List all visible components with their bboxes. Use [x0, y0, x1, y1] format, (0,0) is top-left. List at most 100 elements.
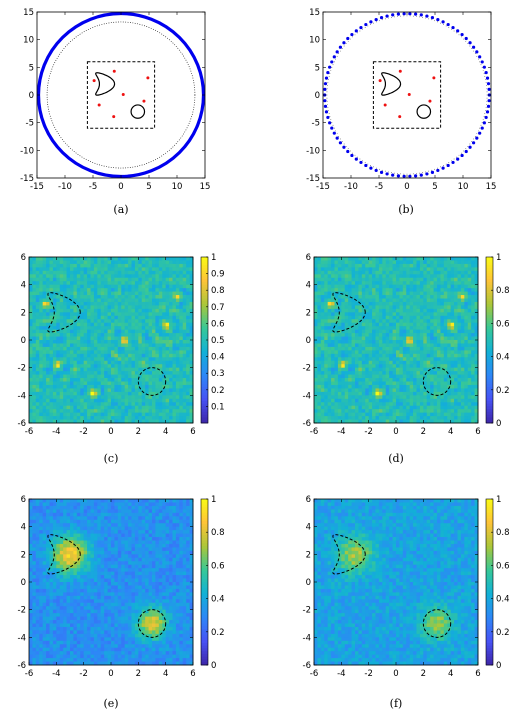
inner-point	[406, 15, 408, 17]
heatmap-cell	[73, 312, 78, 317]
heatmap-cell	[172, 298, 177, 303]
heatmap-cell	[35, 357, 40, 362]
heatmap-cell	[406, 340, 411, 344]
heatmap-cell	[460, 364, 465, 369]
heatmap-cell	[83, 367, 88, 372]
heatmap-cell	[416, 346, 421, 351]
heatmap-cell	[402, 295, 407, 299]
heatmap-cell	[131, 412, 136, 417]
heatmap-cell	[440, 260, 445, 265]
heatmap-cell	[392, 419, 397, 424]
heatmap-cell	[460, 388, 465, 393]
heatmap-cell	[97, 360, 102, 365]
point-source	[383, 103, 387, 107]
heatmap-cell	[433, 402, 438, 407]
heatmap-cell	[413, 367, 417, 372]
heatmap-cell	[29, 322, 33, 327]
heatmap-cell	[372, 326, 376, 331]
heatmap-cell	[145, 378, 149, 382]
point-source	[142, 99, 146, 103]
heatmap-cell	[179, 391, 184, 396]
heatmap-cell	[454, 340, 458, 344]
heatmap-cell	[124, 267, 129, 272]
heatmap-cell	[320, 364, 325, 369]
heatmap-cell	[155, 384, 160, 389]
heatmap-cell	[385, 274, 390, 279]
heatmap-cell	[87, 409, 91, 414]
inner-point	[458, 34, 460, 36]
colorbar: 0.10.20.30.40.50.60.70.80.91	[200, 253, 225, 424]
heatmap-cell	[107, 378, 112, 382]
heatmap-cell	[42, 322, 47, 327]
heatmap-cell	[121, 409, 126, 414]
colorbar-segment	[201, 406, 208, 410]
heatmap-cell	[52, 288, 57, 292]
heatmap-cell	[87, 284, 91, 289]
heatmap-cell	[152, 274, 156, 279]
heatmap-cell	[467, 333, 472, 337]
heatmap-cell	[396, 388, 400, 393]
heatmap-cell	[334, 381, 339, 386]
heatmap-cell	[358, 357, 363, 362]
heatmap-cell	[320, 257, 325, 261]
heatmap-cell	[460, 343, 465, 348]
heatmap-cell	[327, 326, 332, 331]
heatmap-cell	[320, 281, 325, 286]
heatmap-cell	[93, 405, 98, 410]
heatmap-cell	[175, 381, 180, 386]
heatmap-cell	[419, 274, 424, 279]
heatmap-cell	[375, 267, 380, 272]
point-source	[428, 99, 432, 103]
heatmap-cell	[189, 381, 194, 386]
heatmap-cell	[351, 367, 356, 372]
colorbar-segment	[201, 348, 208, 352]
heatmap-cell	[344, 346, 349, 351]
heatmap-cell	[368, 374, 373, 379]
heatmap-cell	[66, 257, 71, 261]
heatmap-cell	[375, 336, 380, 341]
heatmap-cell	[365, 416, 370, 420]
heatmap-cell	[402, 263, 407, 268]
heatmap-cell	[440, 367, 445, 372]
heatmap-cell	[165, 340, 170, 344]
heatmap-cell	[175, 371, 180, 375]
heatmap-cell	[104, 340, 108, 344]
measurement-point	[335, 50, 339, 54]
heatmap-cell	[29, 333, 33, 337]
heatmap-cell	[416, 257, 421, 261]
heatmap-cell	[467, 378, 472, 382]
heatmap-cell	[447, 326, 452, 331]
heatmap-cell	[134, 388, 139, 393]
heatmap-cell	[450, 353, 455, 358]
heatmap-cell	[158, 257, 163, 261]
heatmap-cell	[413, 257, 417, 261]
measurement-point	[396, 174, 400, 178]
heatmap-cell	[117, 284, 122, 289]
heatmap-cell	[100, 353, 105, 358]
heatmap-cell	[35, 350, 40, 355]
heatmap-cell	[148, 326, 153, 331]
heatmap-cell	[131, 384, 136, 389]
heatmap-cell	[93, 391, 98, 396]
heatmap-cell	[426, 360, 431, 365]
heatmap-cell	[413, 416, 417, 420]
heatmap-cell	[104, 405, 108, 410]
heatmap-cell	[175, 263, 180, 268]
heatmap-cell	[368, 326, 373, 331]
heatmap-cell	[145, 364, 149, 369]
heatmap-cell	[337, 353, 342, 358]
heatmap-cell	[152, 391, 156, 396]
heatmap-cell	[29, 353, 33, 358]
heatmap-cell	[450, 419, 455, 424]
heatmap-cell	[63, 391, 67, 396]
heatmap-cell	[413, 402, 417, 407]
heatmap-cell	[430, 260, 434, 265]
heatmap-cell	[70, 402, 74, 407]
heatmap-cell	[375, 326, 380, 331]
heatmap-cell	[351, 291, 356, 296]
heatmap-cell	[324, 340, 329, 344]
heatmap-cell	[454, 257, 458, 261]
heatmap-cell	[423, 270, 428, 275]
heatmap-cell	[124, 291, 129, 296]
heatmap-cell	[331, 371, 335, 375]
